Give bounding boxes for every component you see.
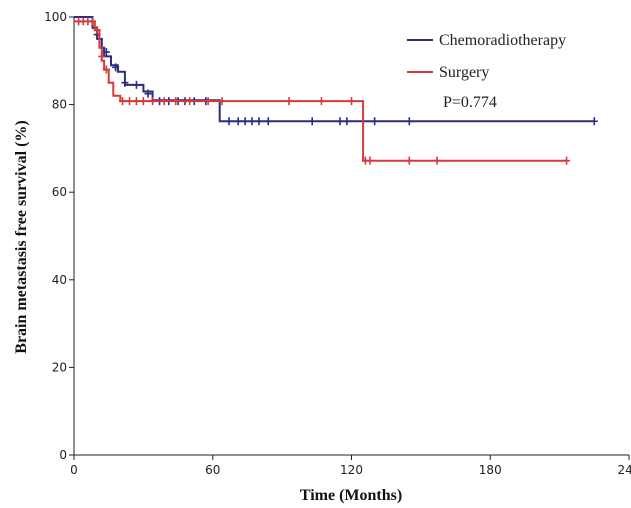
censor-mark	[366, 156, 374, 165]
censor-mark	[405, 117, 413, 126]
censor-mark	[248, 117, 256, 126]
y-tick-label: 0	[59, 448, 67, 462]
y-tick-label: 100	[44, 10, 67, 24]
y-tick-label: 20	[52, 360, 67, 374]
censor-mark	[225, 117, 233, 126]
tick-labels: 0 60 120 180 240 0 20 40 60 80 100	[44, 10, 631, 477]
y-tick-label: 40	[52, 273, 67, 287]
censor-mark	[112, 63, 120, 72]
censor-mark	[119, 97, 127, 106]
x-tick-label: 240	[618, 463, 631, 477]
censor-mark	[348, 97, 355, 106]
censor-mark	[590, 117, 598, 126]
y-tick-label: 80	[52, 98, 67, 112]
censor-mark	[371, 117, 379, 126]
x-tick-label: 120	[340, 463, 363, 477]
censor-mark	[89, 17, 96, 26]
legend: Chemoradiotherapy Surgery	[407, 32, 566, 81]
censor-mark	[405, 156, 413, 165]
censor-mark	[126, 97, 133, 106]
x-tick-label: 60	[205, 463, 220, 477]
censor-mark	[218, 97, 226, 106]
censor-mark	[132, 80, 140, 89]
censor-mark	[308, 117, 316, 126]
censor-mark	[144, 89, 152, 98]
censor-mark	[186, 97, 194, 106]
censor-mark	[336, 117, 344, 126]
censor-mark	[563, 156, 571, 165]
censor-mark	[149, 97, 157, 106]
censor-mark	[98, 52, 106, 61]
x-axis-title: Time (Months)	[300, 487, 402, 504]
censor-mark	[234, 117, 242, 126]
legend-label: Chemoradiotherapy	[439, 32, 566, 49]
series-2	[74, 17, 571, 165]
p-value-annotation: P=0.774	[443, 94, 497, 111]
censor-mark	[160, 97, 168, 106]
censor-mark	[264, 117, 272, 126]
censor-mark	[204, 97, 212, 106]
x-tick-label: 180	[479, 463, 502, 477]
censor-mark	[255, 117, 263, 126]
legend-label: Surgery	[439, 64, 489, 81]
censor-mark	[317, 97, 325, 106]
censor-mark	[121, 78, 129, 87]
censor-mark	[139, 97, 147, 106]
y-tick-label: 60	[52, 185, 67, 199]
censor-mark	[433, 156, 441, 165]
censor-mark	[102, 48, 110, 57]
x-tick-label: 0	[70, 463, 78, 477]
censor-mark	[241, 117, 249, 126]
axes	[69, 16, 630, 460]
censor-mark	[285, 97, 293, 106]
censor-mark	[172, 97, 180, 106]
y-axis-title: Brain metastasis free survival (%)	[13, 120, 30, 353]
censor-mark	[343, 117, 351, 126]
censor-mark	[93, 26, 101, 35]
censor-mark	[102, 65, 110, 74]
survival-curves	[74, 16, 598, 165]
censor-mark	[132, 97, 140, 106]
